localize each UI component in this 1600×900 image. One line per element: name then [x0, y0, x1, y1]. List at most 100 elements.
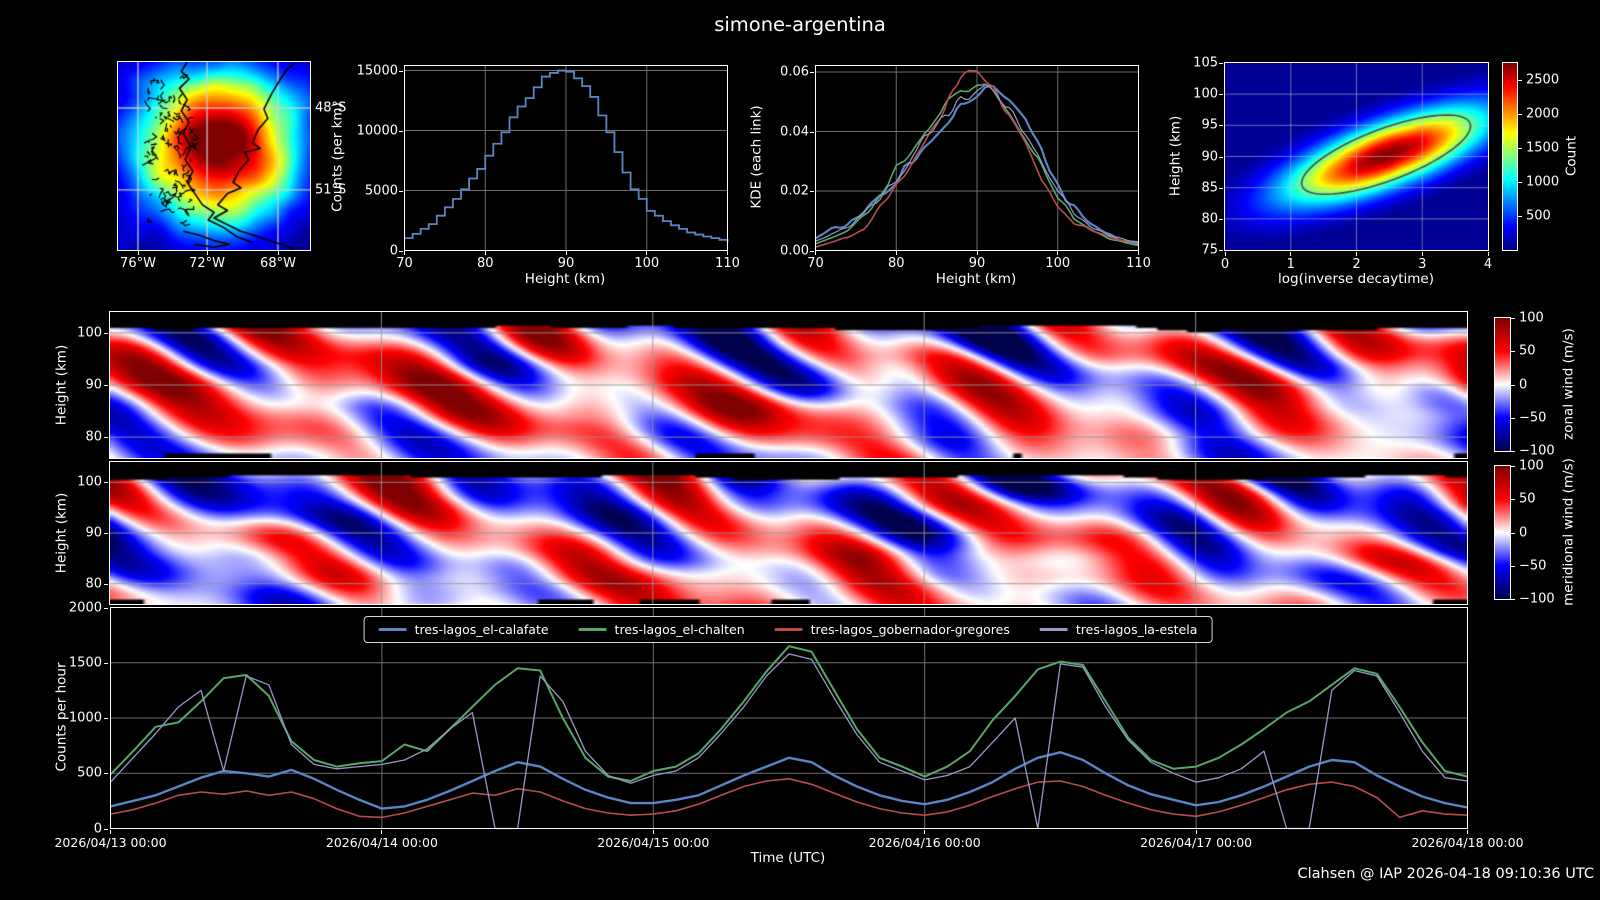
counts-xlabel: Time (UTC)	[750, 850, 826, 866]
legend-item: tres-lagos_gobernador-gregores	[774, 622, 1010, 637]
kde-xtick-label: 70	[807, 256, 824, 271]
tick-mark	[810, 250, 814, 252]
meridional-colorbar-frame	[1494, 465, 1511, 600]
decay-xtick-label: 4	[1483, 257, 1493, 272]
zonal-wind-heatmap	[110, 312, 1467, 458]
legend-swatch	[774, 628, 803, 631]
meridional_wind-colorbar-tick-label: 0	[1519, 525, 1528, 540]
tick-mark	[1138, 251, 1139, 255]
tick-mark	[104, 533, 108, 534]
tick-mark	[278, 251, 279, 255]
tick-mark	[381, 830, 383, 834]
meridional_wind-colorbar-tick-label: −100	[1519, 591, 1555, 607]
tick-mark	[110, 830, 111, 834]
legend: tres-lagos_el-calafate tres-lagos_el-chal…	[363, 616, 1213, 643]
kde-plot	[814, 65, 1139, 251]
legend-swatch	[1039, 628, 1068, 631]
counts-ytick-label: 2000	[68, 600, 102, 615]
series-line-tres-lagos_el-chalten	[109, 645, 1468, 782]
tick-mark	[924, 830, 926, 834]
meridional_wind-colorbar-tick-label: 100	[1519, 458, 1544, 474]
count-colorbar-tick-label: 500	[1526, 208, 1551, 224]
tick-mark	[1467, 830, 1468, 834]
tick-mark	[1518, 114, 1522, 115]
kde-ytick-label: 0.04	[780, 124, 809, 140]
plot-spine	[404, 65, 728, 251]
counts-ytick-label: 0	[93, 821, 102, 836]
decay-xtick-label: 0	[1220, 257, 1230, 272]
tick-mark	[1511, 466, 1515, 467]
tick-mark	[104, 385, 108, 386]
hist-xtick-label: 90	[557, 256, 575, 271]
kde-xtick-label: 100	[1045, 256, 1071, 271]
counts-ylabel: Counts per hour	[53, 662, 70, 772]
zonal_wind-colorbar-tick-label: 0	[1519, 377, 1528, 392]
zonal-colorbar	[1495, 318, 1510, 451]
counts-xtick-label: 2026/04/18 00:00	[1411, 835, 1524, 850]
map-ytick-label: 48°S	[315, 100, 347, 116]
decay-ytick-label: 75	[1201, 242, 1218, 258]
tick-mark	[104, 482, 108, 484]
counts-ytick-label: 1500	[68, 655, 102, 671]
hist-xtick-label: 110	[715, 256, 740, 271]
tick-mark	[1219, 187, 1223, 189]
tick-mark	[1511, 599, 1515, 600]
page-title: simone-argentina	[714, 13, 886, 36]
tick-mark	[207, 251, 208, 255]
count-colorbar	[1503, 63, 1517, 250]
tick-mark	[810, 72, 814, 74]
decay-xlabel: log(inverse decaytime)	[1278, 271, 1434, 287]
counts-xtick-label: 2026/04/14 00:00	[325, 835, 438, 850]
zonal-colorbar-frame	[1494, 317, 1511, 452]
tick-mark	[1356, 252, 1357, 256]
legend-label: tres-lagos_la-estela	[1075, 622, 1198, 637]
tick-mark	[138, 251, 139, 255]
meridional_wind-ytick-label: 80	[85, 576, 102, 592]
hist-xtick-label: 80	[476, 256, 494, 271]
counts-ytick-label: 500	[77, 765, 102, 781]
tick-mark	[104, 332, 108, 334]
counts-per-hour-chart	[109, 607, 1468, 830]
tick-mark	[1518, 80, 1522, 81]
zonal-colorbar-label: zonal wind (m/s)	[1560, 328, 1577, 440]
tick-mark	[1511, 451, 1515, 452]
count-colorbar-frame	[1502, 62, 1518, 251]
zonal_wind-colorbar-tick-label: −100	[1519, 443, 1555, 459]
footer-credit: Clahsen @ IAP 2026-04-18 09:10:36 UTC	[1297, 866, 1594, 882]
counts-xtick-label: 2026/04/15 00:00	[597, 835, 710, 850]
tick-mark	[104, 662, 108, 664]
tick-mark	[104, 773, 108, 775]
kde-ytick-label: 0.00	[780, 243, 809, 258]
tick-mark	[104, 607, 108, 609]
tick-mark	[565, 251, 567, 255]
decay-ytick-label: 80	[1201, 211, 1218, 227]
tick-mark	[1057, 251, 1059, 255]
tick-mark	[104, 583, 108, 585]
tick-mark	[1511, 417, 1515, 419]
hist-xtick-label: 70	[396, 256, 413, 271]
tick-mark	[1219, 63, 1223, 64]
map-xtick-label: 68°W	[260, 256, 296, 271]
kde-ytick-label: 0.06	[780, 64, 809, 80]
count-colorbar-tick-label: 1500	[1526, 140, 1560, 156]
tick-mark	[652, 830, 654, 834]
tick-mark	[1511, 318, 1515, 319]
kde-xtick-label: 80	[887, 256, 905, 271]
legend-label: tres-lagos_el-calafate	[414, 622, 549, 637]
tick-mark	[1518, 148, 1522, 149]
map-ytick-label: 51°S	[315, 182, 347, 198]
tick-mark	[1511, 532, 1515, 534]
kde-ytick-label: 0.02	[780, 183, 809, 199]
count-colorbar-tick-label: 2000	[1526, 106, 1560, 122]
zonal-wind-panel	[109, 311, 1468, 459]
legend-swatch	[378, 628, 407, 631]
tick-mark	[1224, 252, 1226, 256]
tick-mark	[727, 251, 728, 255]
plot-spine	[110, 607, 1468, 829]
tick-mark	[976, 251, 978, 255]
count-colorbar-tick-label: 1000	[1526, 174, 1560, 190]
decay-ytick-label: 105	[1193, 55, 1218, 71]
tick-mark	[1511, 384, 1515, 386]
tick-mark	[1195, 830, 1197, 834]
tick-mark	[1511, 351, 1515, 353]
